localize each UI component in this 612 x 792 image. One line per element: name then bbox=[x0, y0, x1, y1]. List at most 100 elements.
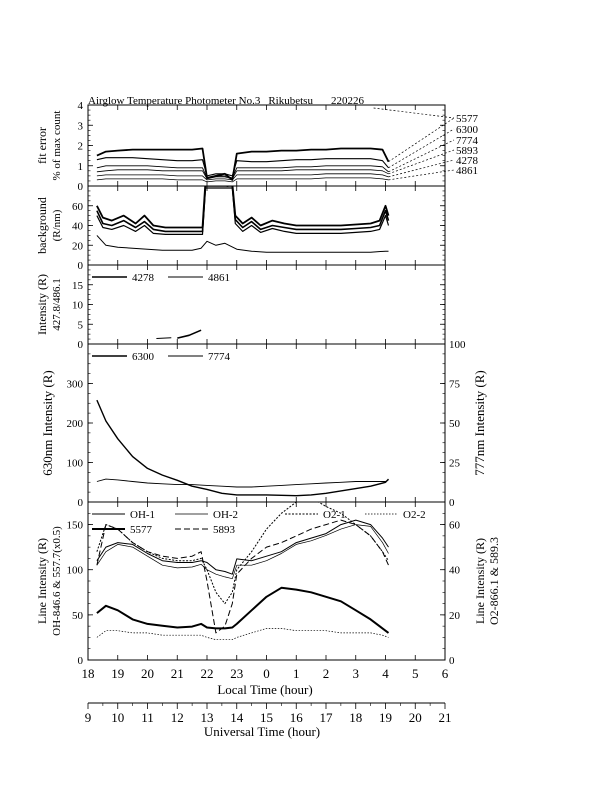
universal-time-tick-label: 10 bbox=[111, 710, 124, 725]
legend-label-5893: 5893 bbox=[213, 524, 236, 536]
local-time-tick-label: 23 bbox=[230, 666, 243, 681]
fit-error-leader bbox=[388, 128, 455, 169]
universal-time-tick-label: 11 bbox=[141, 710, 154, 725]
series-line-5893 bbox=[96, 519, 389, 634]
series-line-bg-3 bbox=[96, 235, 389, 253]
y-right-tick-label: 50 bbox=[449, 418, 461, 430]
local-time-tick-label: 4 bbox=[382, 666, 389, 681]
y-axis-label: 630nm Intensity (R) bbox=[40, 370, 55, 475]
fit-error-label-4861: 4861 bbox=[456, 165, 478, 177]
series-line-4278 bbox=[177, 329, 202, 339]
local-time-tick-label: 3 bbox=[353, 666, 360, 681]
legend-label-7774: 7774 bbox=[208, 351, 231, 363]
y-right-axis-label: O2-866.1 & 589.3 bbox=[487, 537, 501, 625]
series-line-bg-2 bbox=[96, 187, 390, 235]
local-time-tick-label: 18 bbox=[82, 666, 95, 681]
fit-error-leader bbox=[373, 107, 455, 119]
universal-time-tick-label: 19 bbox=[379, 710, 392, 725]
legend-label-OH-1: OH-1 bbox=[130, 509, 155, 521]
y-right-tick-label: 0 bbox=[449, 655, 455, 667]
y-tick-label: 100 bbox=[67, 565, 84, 577]
fit-error-label-5893: 5893 bbox=[456, 145, 479, 157]
y-tick-label: 200 bbox=[67, 418, 84, 430]
fit-error-label-7774: 7774 bbox=[456, 135, 479, 147]
y-tick-label: 0 bbox=[78, 497, 84, 509]
series-line-6300 bbox=[96, 399, 390, 497]
y-right-tick-label: 0 bbox=[449, 497, 455, 509]
panel-frame bbox=[87, 104, 446, 187]
panel-background: 0 20 40 60 background (R/nm) bbox=[35, 185, 446, 272]
local-time-tick-label: 2 bbox=[323, 666, 330, 681]
series-line-OH-1 bbox=[96, 519, 389, 575]
local-time-tick-label: 20 bbox=[141, 666, 154, 681]
fit-error-leader bbox=[388, 159, 455, 178]
series-group bbox=[156, 329, 202, 339]
universal-time-tick-label: 17 bbox=[320, 710, 334, 725]
local-time-axis: 18 19 20 21 22 23 0 1 2 3 4 5 6 bbox=[82, 666, 449, 681]
chart-title: Airglow Temperature Photometer No.3 Rikub… bbox=[88, 95, 364, 107]
series-line-bg-0 bbox=[96, 186, 390, 229]
legend-label-O2-1: O2-1 bbox=[323, 509, 346, 521]
y-tick-label: 3 bbox=[78, 120, 84, 132]
y-tick-label: 0 bbox=[78, 339, 84, 351]
universal-time-tick-label: 21 bbox=[439, 710, 452, 725]
y-tick-label: 5 bbox=[78, 319, 84, 331]
local-time-label: Local Time (hour) bbox=[217, 682, 312, 697]
panel-redline: 0 100 200 300 0 25 50 75 100 630nm Intensity (R) 7… bbox=[40, 339, 487, 509]
y-tick-label: 2 bbox=[78, 141, 84, 153]
y-right-tick-label: 20 bbox=[449, 610, 461, 622]
fit-error-leader bbox=[388, 149, 455, 175]
y-axis-label: Intensity (R) bbox=[35, 274, 49, 335]
universal-time-tick-label: 14 bbox=[230, 710, 244, 725]
y-tick-label: 50 bbox=[72, 610, 84, 622]
universal-time-tick-label: 13 bbox=[201, 710, 214, 725]
legend-label-5577: 5577 bbox=[130, 524, 153, 536]
fit-error-label-4278: 4278 bbox=[456, 155, 479, 167]
y-axis-label: (R/nm) bbox=[51, 209, 63, 241]
legend-label-6300: 6300 bbox=[132, 351, 155, 363]
series-line-7774 bbox=[96, 478, 389, 488]
fit-error-leader bbox=[388, 169, 455, 181]
y-axis-label: background bbox=[35, 197, 49, 254]
series-group bbox=[96, 399, 390, 497]
y-right-axis-label: 777nm Intensity (R) bbox=[472, 370, 487, 475]
y-tick-label: 1 bbox=[78, 161, 84, 173]
universal-time-tick-label: 20 bbox=[409, 710, 422, 725]
y-axis-label: OH-846.6 & 557.7(x0.5) bbox=[51, 526, 63, 636]
y-tick-label: 0 bbox=[78, 181, 84, 193]
series-line-O2-2 bbox=[96, 628, 389, 641]
fit-error-leader bbox=[388, 117, 455, 162]
series-line-4861 bbox=[156, 337, 172, 339]
y-axis-label: 427.8/486.1 bbox=[51, 278, 63, 331]
universal-time-tick-label: 18 bbox=[349, 710, 362, 725]
series-group bbox=[96, 147, 390, 183]
local-time-tick-label: 21 bbox=[171, 666, 184, 681]
series-line-5893 bbox=[96, 169, 389, 180]
universal-time-tick-label: 15 bbox=[260, 710, 273, 725]
local-time-tick-label: 22 bbox=[201, 666, 214, 681]
local-time-tick-label: 0 bbox=[263, 666, 270, 681]
y-tick-label: 100 bbox=[67, 458, 84, 470]
y-right-tick-label: 75 bbox=[449, 379, 461, 391]
y-right-axis-label: Line Intensity (R) bbox=[473, 538, 487, 624]
y-tick-label: 40 bbox=[72, 221, 84, 233]
legend-label-OH-2: OH-2 bbox=[213, 509, 238, 521]
y-tick-label: 10 bbox=[72, 300, 84, 312]
universal-time-tick-label: 12 bbox=[171, 710, 184, 725]
y-axis-label: Line Intensity (R) bbox=[35, 538, 49, 624]
y-tick-label: 60 bbox=[72, 201, 84, 213]
y-tick-label: 15 bbox=[72, 280, 84, 292]
fit-error-label-5577: 5577 bbox=[456, 113, 479, 125]
panel-fit_error: 0 1 2 3 4 fit error% of max count bbox=[35, 100, 446, 193]
legend-label-4278: 4278 bbox=[132, 272, 155, 284]
series-line-5577 bbox=[96, 586, 390, 634]
series-line-bg-1 bbox=[96, 186, 390, 233]
legend-label-4861: 4861 bbox=[208, 272, 230, 284]
y-tick-label: 0 bbox=[78, 655, 84, 667]
series-line-7774 bbox=[96, 165, 389, 179]
series-line-4861 bbox=[96, 177, 389, 183]
fit-error-label-6300: 6300 bbox=[456, 124, 479, 136]
panel-frame bbox=[87, 185, 446, 266]
